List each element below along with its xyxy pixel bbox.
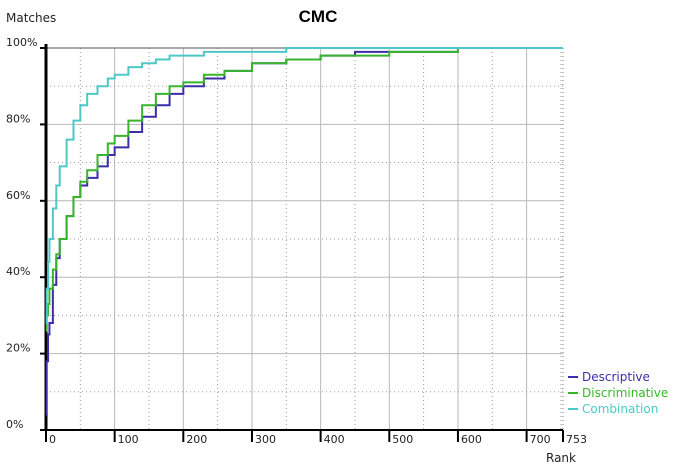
x-tick-label: 753 — [566, 433, 587, 446]
tick-labels: 0% 20% 40% 60% 80% 100% 0 100 200 300 400 500 600 700… — [6, 36, 587, 446]
y-tick-label: 0% — [6, 418, 23, 431]
y-tick-label: 20% — [6, 342, 30, 355]
y-axis-label: Matches — [6, 11, 56, 25]
series-line-discriminative — [45, 47, 563, 332]
legend-label: Descriptive — [582, 370, 650, 384]
x-tick-label: 600 — [461, 433, 482, 446]
x-tick-label: 100 — [118, 433, 139, 446]
y-tick-label: 60% — [6, 189, 30, 202]
legend: Descriptive Discriminative Combination — [568, 370, 668, 416]
x-tick-label: 300 — [255, 433, 276, 446]
y-tick-label: 100% — [6, 36, 37, 49]
series-line-combination — [45, 47, 563, 325]
x-tick-label: 400 — [324, 433, 345, 446]
x-axis-label: Rank — [546, 451, 576, 465]
axes — [40, 44, 564, 442]
legend-label: Combination — [582, 402, 658, 416]
y-tick-label: 80% — [6, 112, 30, 125]
grid — [46, 47, 564, 430]
y-tick-label: 40% — [6, 265, 30, 278]
chart-title: CMC — [299, 7, 338, 26]
x-tick-label: 700 — [530, 433, 551, 446]
legend-label: Discriminative — [582, 386, 668, 400]
series-lines — [45, 47, 563, 416]
series-line-descriptive — [45, 47, 563, 416]
x-tick-label: 0 — [49, 433, 56, 446]
x-tick-label: 500 — [392, 433, 413, 446]
x-tick-label: 200 — [186, 433, 207, 446]
